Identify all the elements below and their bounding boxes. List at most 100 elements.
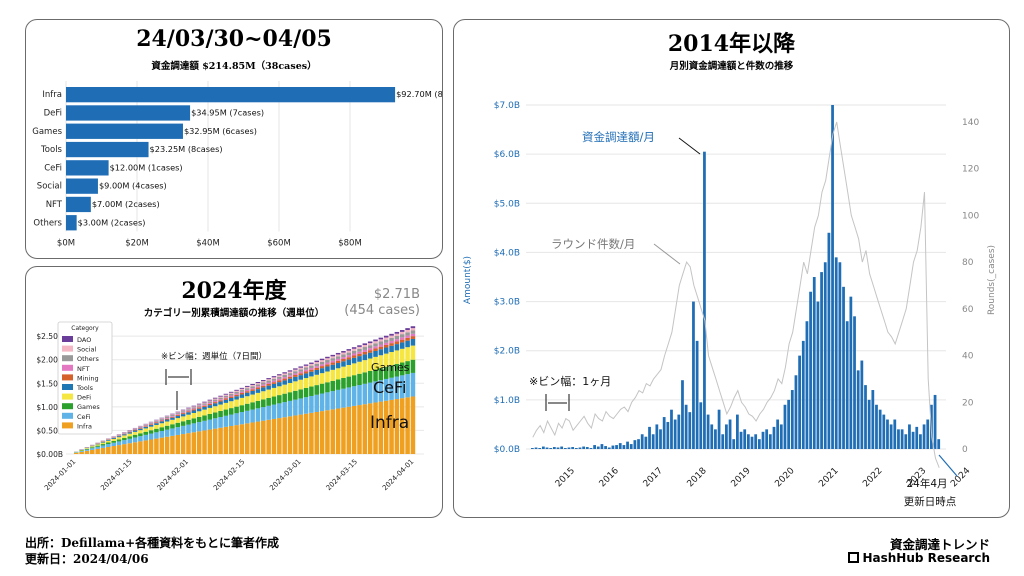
stack-segment-games [196, 416, 202, 423]
monthly-amount-bar [779, 424, 783, 449]
stack-segment-cefi [196, 422, 202, 432]
monthly-amount-bar [897, 429, 900, 449]
stack-segment-mining [367, 350, 373, 353]
stack-segment-cefi [410, 372, 416, 397]
stack-segment-dao [362, 343, 368, 346]
stack-segment-tools [383, 347, 389, 354]
stack-segment-cefi [309, 395, 314, 413]
monthly-amount-bar [871, 390, 875, 449]
stack-segment-mining [143, 426, 149, 427]
y-left-tick-label: $6.0B [494, 150, 520, 160]
y-right-tick-label: 80 [962, 258, 974, 268]
monthly-amount-bar [560, 446, 564, 449]
stack-segment-others [148, 422, 154, 424]
stack-segment-infra [282, 417, 287, 454]
stack-segment-defi [351, 363, 357, 376]
stack-segment-social [239, 388, 245, 391]
stack-segment-infra [325, 410, 330, 454]
stack-segment-defi [159, 423, 165, 428]
stack-segment-infra [341, 407, 346, 454]
stack-segment-infra [138, 441, 143, 454]
stack-segment-dao [159, 417, 165, 419]
stack-segment-others [373, 343, 378, 347]
stack-segment-mining [255, 387, 261, 390]
y-tick-label: $0.00B [36, 450, 63, 459]
stack-segment-cefi [335, 389, 341, 409]
monthly-amount-bar [776, 419, 780, 449]
monthly-history-panel: 2014年以降 月別資金調達額と件数の推移 $0.0B $1.0B $2.0B $3.… [453, 19, 1010, 518]
stack-segment-nft [175, 414, 181, 415]
monthly-amount-bar [783, 404, 787, 449]
stack-segment-infra [271, 418, 277, 454]
monthly-amount-bar [882, 414, 886, 449]
x-year-tick-label: 2018 [686, 466, 709, 489]
stack-segment-dao [228, 391, 234, 393]
stack-segment-nft [357, 351, 362, 354]
stack-segment-nft [138, 427, 143, 429]
stack-segment-mining [399, 339, 405, 343]
stack-segment-nft [287, 375, 293, 377]
monthly-amount-bar [919, 434, 922, 449]
legend-swatch [62, 364, 73, 371]
stack-segment-tools [245, 392, 250, 397]
stack-segment-infra [116, 445, 122, 454]
stack-segment-mining [410, 336, 416, 339]
stack-segment-mining [138, 428, 143, 429]
legend-label: Games [77, 403, 100, 411]
stack-segment-dao [196, 403, 202, 405]
stack-segment-mining [218, 400, 223, 402]
stack-segment-nft [389, 340, 394, 344]
stack-segment-defi [148, 426, 154, 431]
stack-segment-defi [90, 446, 95, 448]
monthly-amount-bar [714, 429, 717, 449]
x-tick-label: 2024-02-15 [212, 458, 246, 492]
y-left-tick-label: $5.0B [494, 199, 520, 209]
monthly-amount-bar [845, 321, 849, 449]
stack-segment-infra [255, 421, 261, 454]
monthly-amount-bar [633, 440, 637, 449]
stack-segment-defi [298, 379, 303, 390]
stack-segment-tools [298, 375, 303, 380]
stack-segment-tools [223, 399, 229, 403]
stack-segment-social [357, 346, 362, 349]
stack-segment-infra [111, 446, 116, 454]
stack-segment-defi [362, 360, 368, 373]
stack-segment-social [389, 335, 394, 338]
monthly-amount-bar [853, 316, 856, 449]
stack-segment-dao [309, 362, 314, 364]
stack-segment-games [282, 393, 287, 403]
monthly-amount-bar [538, 448, 542, 449]
stack-segment-others [357, 348, 362, 352]
stack-segment-others [309, 365, 314, 368]
category-label: NFT [46, 200, 63, 210]
stack-segment-defi [341, 366, 346, 379]
stack-segment-defi [330, 369, 336, 381]
stack-segment-defi [138, 430, 143, 434]
legend-label: DAO [77, 336, 91, 344]
stack-segment-nft [362, 349, 368, 352]
stack-segment-others [282, 374, 287, 378]
monthly-amount-bar [648, 426, 651, 449]
category-bar [66, 178, 98, 194]
stack-segment-others [196, 405, 202, 407]
stack-segment-games [191, 418, 197, 424]
monthly-amount-rounds-chart: $0.0B $1.0B $2.0B $3.0B $4.0B $5.0B $6.0B $7.0B… [463, 101, 997, 508]
stack-segment-infra [405, 397, 410, 454]
topic-label: 資金調達トレンド [889, 537, 990, 552]
stack-segment-infra [389, 399, 394, 454]
stack-segment-mining [175, 414, 181, 416]
stack-segment-dao [175, 411, 181, 413]
stack-segment-games [373, 369, 378, 382]
stack-segment-games [122, 437, 127, 441]
stack-segment-infra [351, 405, 357, 454]
stack-segment-others [298, 369, 303, 372]
stack-segment-defi [357, 361, 362, 374]
infra-label: Infra [370, 413, 409, 433]
stack-segment-games [389, 365, 394, 378]
stack-segment-tools [277, 382, 282, 387]
stack-segment-dao [218, 395, 223, 397]
monthly-amount-bar [864, 385, 867, 449]
monthly-amount-bar [534, 447, 538, 449]
history-panel-subtitle: 月別資金調達額と件数の推移 [669, 61, 794, 72]
stack-segment-infra [346, 406, 352, 454]
